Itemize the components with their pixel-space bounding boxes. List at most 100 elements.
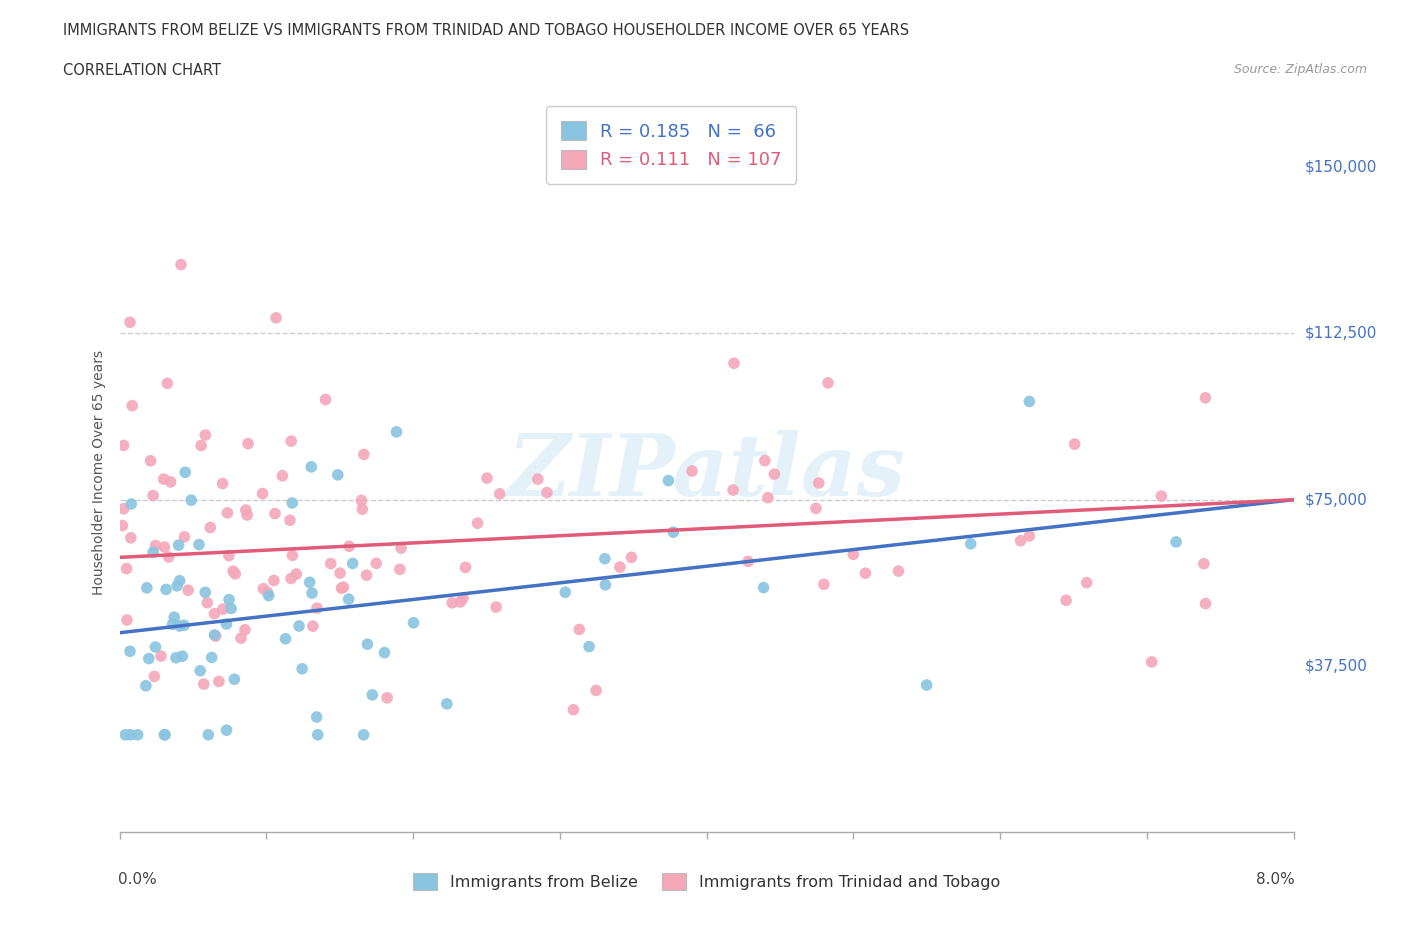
Point bbox=[353, 447, 375, 462]
Point bbox=[145, 538, 167, 552]
Point bbox=[1150, 488, 1173, 503]
Point bbox=[197, 727, 219, 742]
Point bbox=[299, 459, 322, 474]
Point bbox=[162, 617, 184, 631]
Point bbox=[330, 580, 353, 595]
Point bbox=[120, 530, 142, 545]
Point bbox=[211, 476, 233, 491]
Point bbox=[329, 565, 352, 580]
Point bbox=[208, 674, 231, 689]
Point bbox=[271, 469, 294, 484]
Point bbox=[157, 550, 180, 565]
Point bbox=[281, 548, 304, 563]
Point bbox=[195, 595, 218, 610]
Point bbox=[454, 560, 477, 575]
Point bbox=[488, 486, 510, 501]
Point bbox=[215, 723, 238, 737]
Point bbox=[173, 529, 195, 544]
Point bbox=[156, 376, 179, 391]
Point bbox=[361, 687, 384, 702]
Point bbox=[152, 472, 174, 486]
Point bbox=[218, 548, 240, 563]
Point bbox=[301, 586, 323, 601]
Point bbox=[169, 618, 191, 633]
Point bbox=[204, 629, 226, 644]
Point bbox=[813, 577, 835, 591]
Point bbox=[721, 483, 744, 498]
Point bbox=[1164, 535, 1187, 550]
Point bbox=[723, 356, 745, 371]
Point bbox=[332, 579, 354, 594]
Text: 0.0%: 0.0% bbox=[118, 872, 157, 887]
Point bbox=[754, 453, 776, 468]
Point bbox=[441, 595, 464, 610]
Point bbox=[153, 727, 176, 742]
Point bbox=[252, 581, 274, 596]
Point bbox=[235, 502, 257, 517]
Point bbox=[153, 539, 176, 554]
Text: 8.0%: 8.0% bbox=[1256, 872, 1295, 887]
Point bbox=[562, 702, 585, 717]
Point bbox=[475, 471, 498, 485]
Text: CORRELATION CHART: CORRELATION CHART bbox=[63, 63, 221, 78]
Point bbox=[163, 610, 186, 625]
Point bbox=[763, 467, 786, 482]
Point bbox=[353, 727, 375, 742]
Point bbox=[165, 650, 187, 665]
Point bbox=[1194, 596, 1216, 611]
Point bbox=[1140, 655, 1163, 670]
Point bbox=[120, 497, 142, 512]
Point bbox=[204, 628, 226, 643]
Point bbox=[264, 506, 287, 521]
Point bbox=[620, 550, 643, 565]
Point bbox=[159, 474, 181, 489]
Point bbox=[385, 424, 408, 439]
Point bbox=[752, 580, 775, 595]
Point bbox=[1192, 556, 1215, 571]
Point bbox=[180, 493, 202, 508]
Point bbox=[166, 578, 188, 593]
Point bbox=[305, 710, 328, 724]
Point bbox=[1054, 593, 1077, 608]
Point bbox=[233, 622, 256, 637]
Point bbox=[112, 501, 135, 516]
Point bbox=[887, 564, 910, 578]
Point bbox=[342, 556, 364, 571]
Point bbox=[219, 601, 242, 616]
Point bbox=[263, 573, 285, 588]
Point bbox=[1018, 394, 1040, 409]
Point bbox=[285, 566, 308, 581]
Point bbox=[842, 547, 865, 562]
Point bbox=[301, 618, 323, 633]
Text: IMMIGRANTS FROM BELIZE VS IMMIGRANTS FROM TRINIDAD AND TOBAGO HOUSEHOLDER INCOME: IMMIGRANTS FROM BELIZE VS IMMIGRANTS FRO… bbox=[63, 23, 910, 38]
Point bbox=[1076, 575, 1098, 590]
Point bbox=[145, 640, 167, 655]
Point bbox=[855, 565, 877, 580]
Point bbox=[150, 648, 173, 663]
Point bbox=[121, 398, 143, 413]
Point bbox=[352, 502, 374, 517]
Point bbox=[172, 649, 194, 664]
Point bbox=[224, 566, 246, 581]
Point bbox=[138, 651, 160, 666]
Point bbox=[236, 436, 259, 451]
Point bbox=[536, 485, 558, 500]
Point bbox=[155, 582, 177, 597]
Point bbox=[804, 501, 827, 516]
Point bbox=[315, 392, 337, 407]
Point bbox=[356, 637, 378, 652]
Y-axis label: Householder Income Over 65 years: Householder Income Over 65 years bbox=[91, 350, 105, 594]
Point bbox=[281, 496, 304, 511]
Point bbox=[280, 571, 302, 586]
Point bbox=[193, 677, 215, 692]
Legend: Immigrants from Belize, Immigrants from Trinidad and Tobago: Immigrants from Belize, Immigrants from … bbox=[406, 866, 1007, 897]
Point bbox=[662, 525, 685, 539]
Point bbox=[657, 473, 679, 488]
Point bbox=[402, 616, 425, 631]
Point bbox=[485, 600, 508, 615]
Point bbox=[1194, 391, 1216, 405]
Point bbox=[194, 585, 217, 600]
Point bbox=[135, 678, 157, 693]
Point bbox=[115, 561, 138, 576]
Point bbox=[807, 475, 830, 490]
